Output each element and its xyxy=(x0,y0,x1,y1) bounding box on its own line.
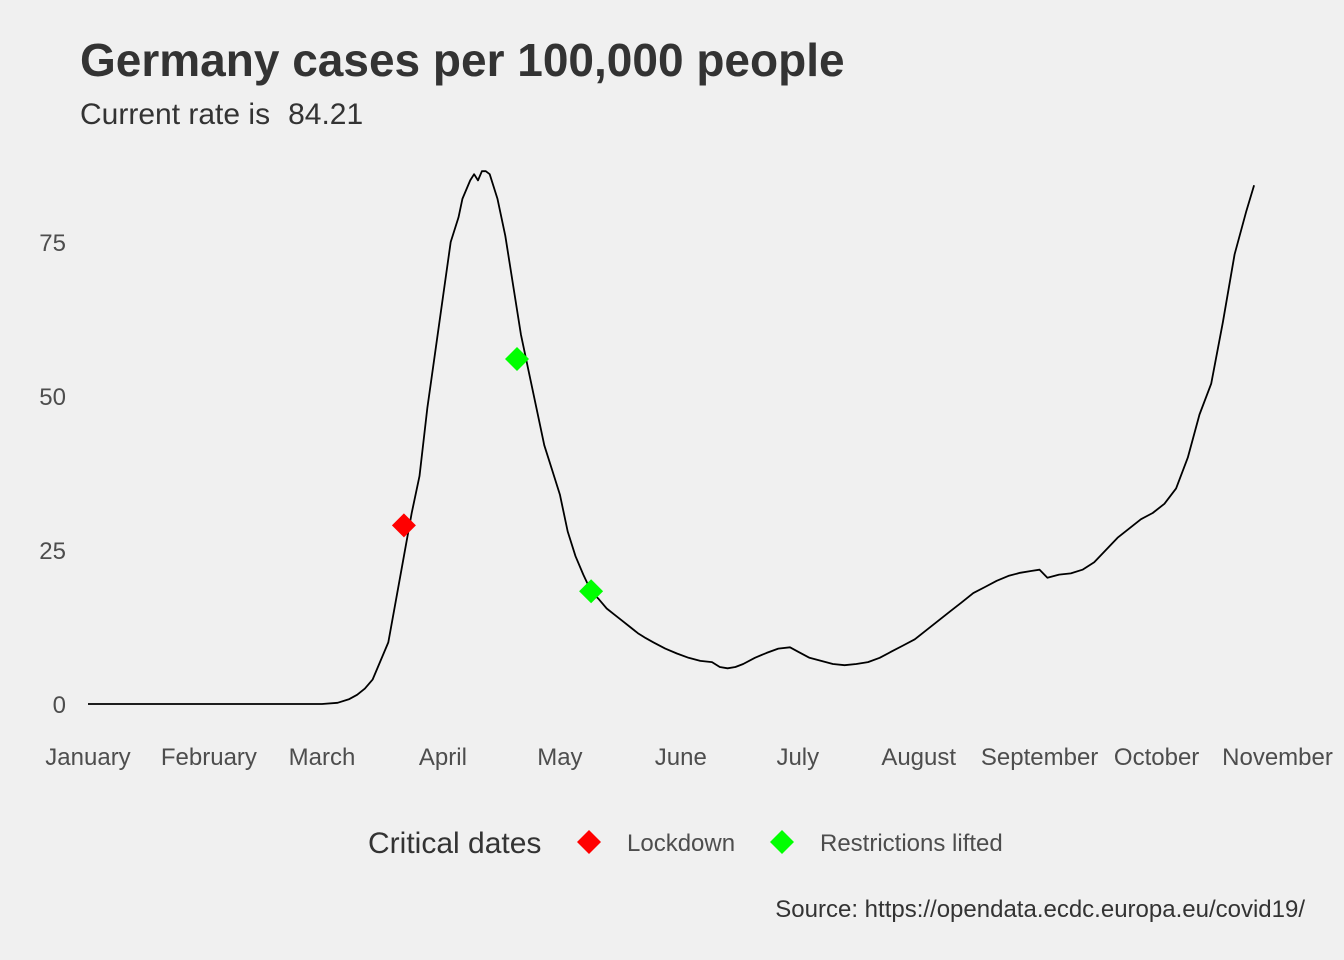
x-tick-label: May xyxy=(537,744,582,771)
plot-area xyxy=(88,170,1255,705)
x-tick-label: October xyxy=(1114,744,1199,771)
y-tick-label: 25 xyxy=(39,538,66,565)
y-axis: 0 25 50 75 xyxy=(39,230,66,719)
lockdown-legend-key xyxy=(577,830,601,854)
cases-line xyxy=(88,170,1255,705)
legend: Critical dates Lockdown Restrictions lift… xyxy=(368,827,1003,860)
chart-subtitle: Current rate is 84.21 xyxy=(80,98,363,131)
x-tick-label: April xyxy=(419,744,467,771)
y-tick-label: 75 xyxy=(39,230,66,257)
critical-date-markers xyxy=(391,347,604,604)
restrictions-lifted-legend-key xyxy=(770,830,794,854)
y-tick-label: 0 xyxy=(53,692,66,719)
legend-title: Critical dates xyxy=(368,827,541,860)
x-axis: January February March April May June July Augu… xyxy=(45,744,1333,771)
current-rate-value: 84.21 xyxy=(288,98,363,131)
x-tick-label: February xyxy=(161,744,257,771)
restrictions-lifted-legend-label: Restrictions lifted xyxy=(820,830,1003,857)
x-tick-label: July xyxy=(776,744,819,771)
source-caption: Source: https://opendata.ecdc.europa.eu/… xyxy=(775,896,1305,923)
lockdown-legend-label: Lockdown xyxy=(627,830,735,857)
x-tick-label: June xyxy=(655,744,707,771)
x-tick-label: January xyxy=(45,744,130,771)
x-tick-label: August xyxy=(881,744,956,771)
lockdown-marker xyxy=(391,513,416,538)
legend-entries: Lockdown Restrictions lifted xyxy=(577,830,1003,857)
subtitle-prefix: Current rate is xyxy=(80,98,270,131)
restrictions-lifted-marker xyxy=(505,347,529,372)
chart-title: Germany cases per 100,000 people xyxy=(80,34,845,86)
x-tick-label: September xyxy=(981,744,1098,771)
restrictions-lifted-marker xyxy=(579,579,604,604)
x-tick-label: March xyxy=(289,744,356,771)
y-tick-label: 50 xyxy=(39,384,66,411)
x-tick-label: November xyxy=(1222,744,1333,771)
